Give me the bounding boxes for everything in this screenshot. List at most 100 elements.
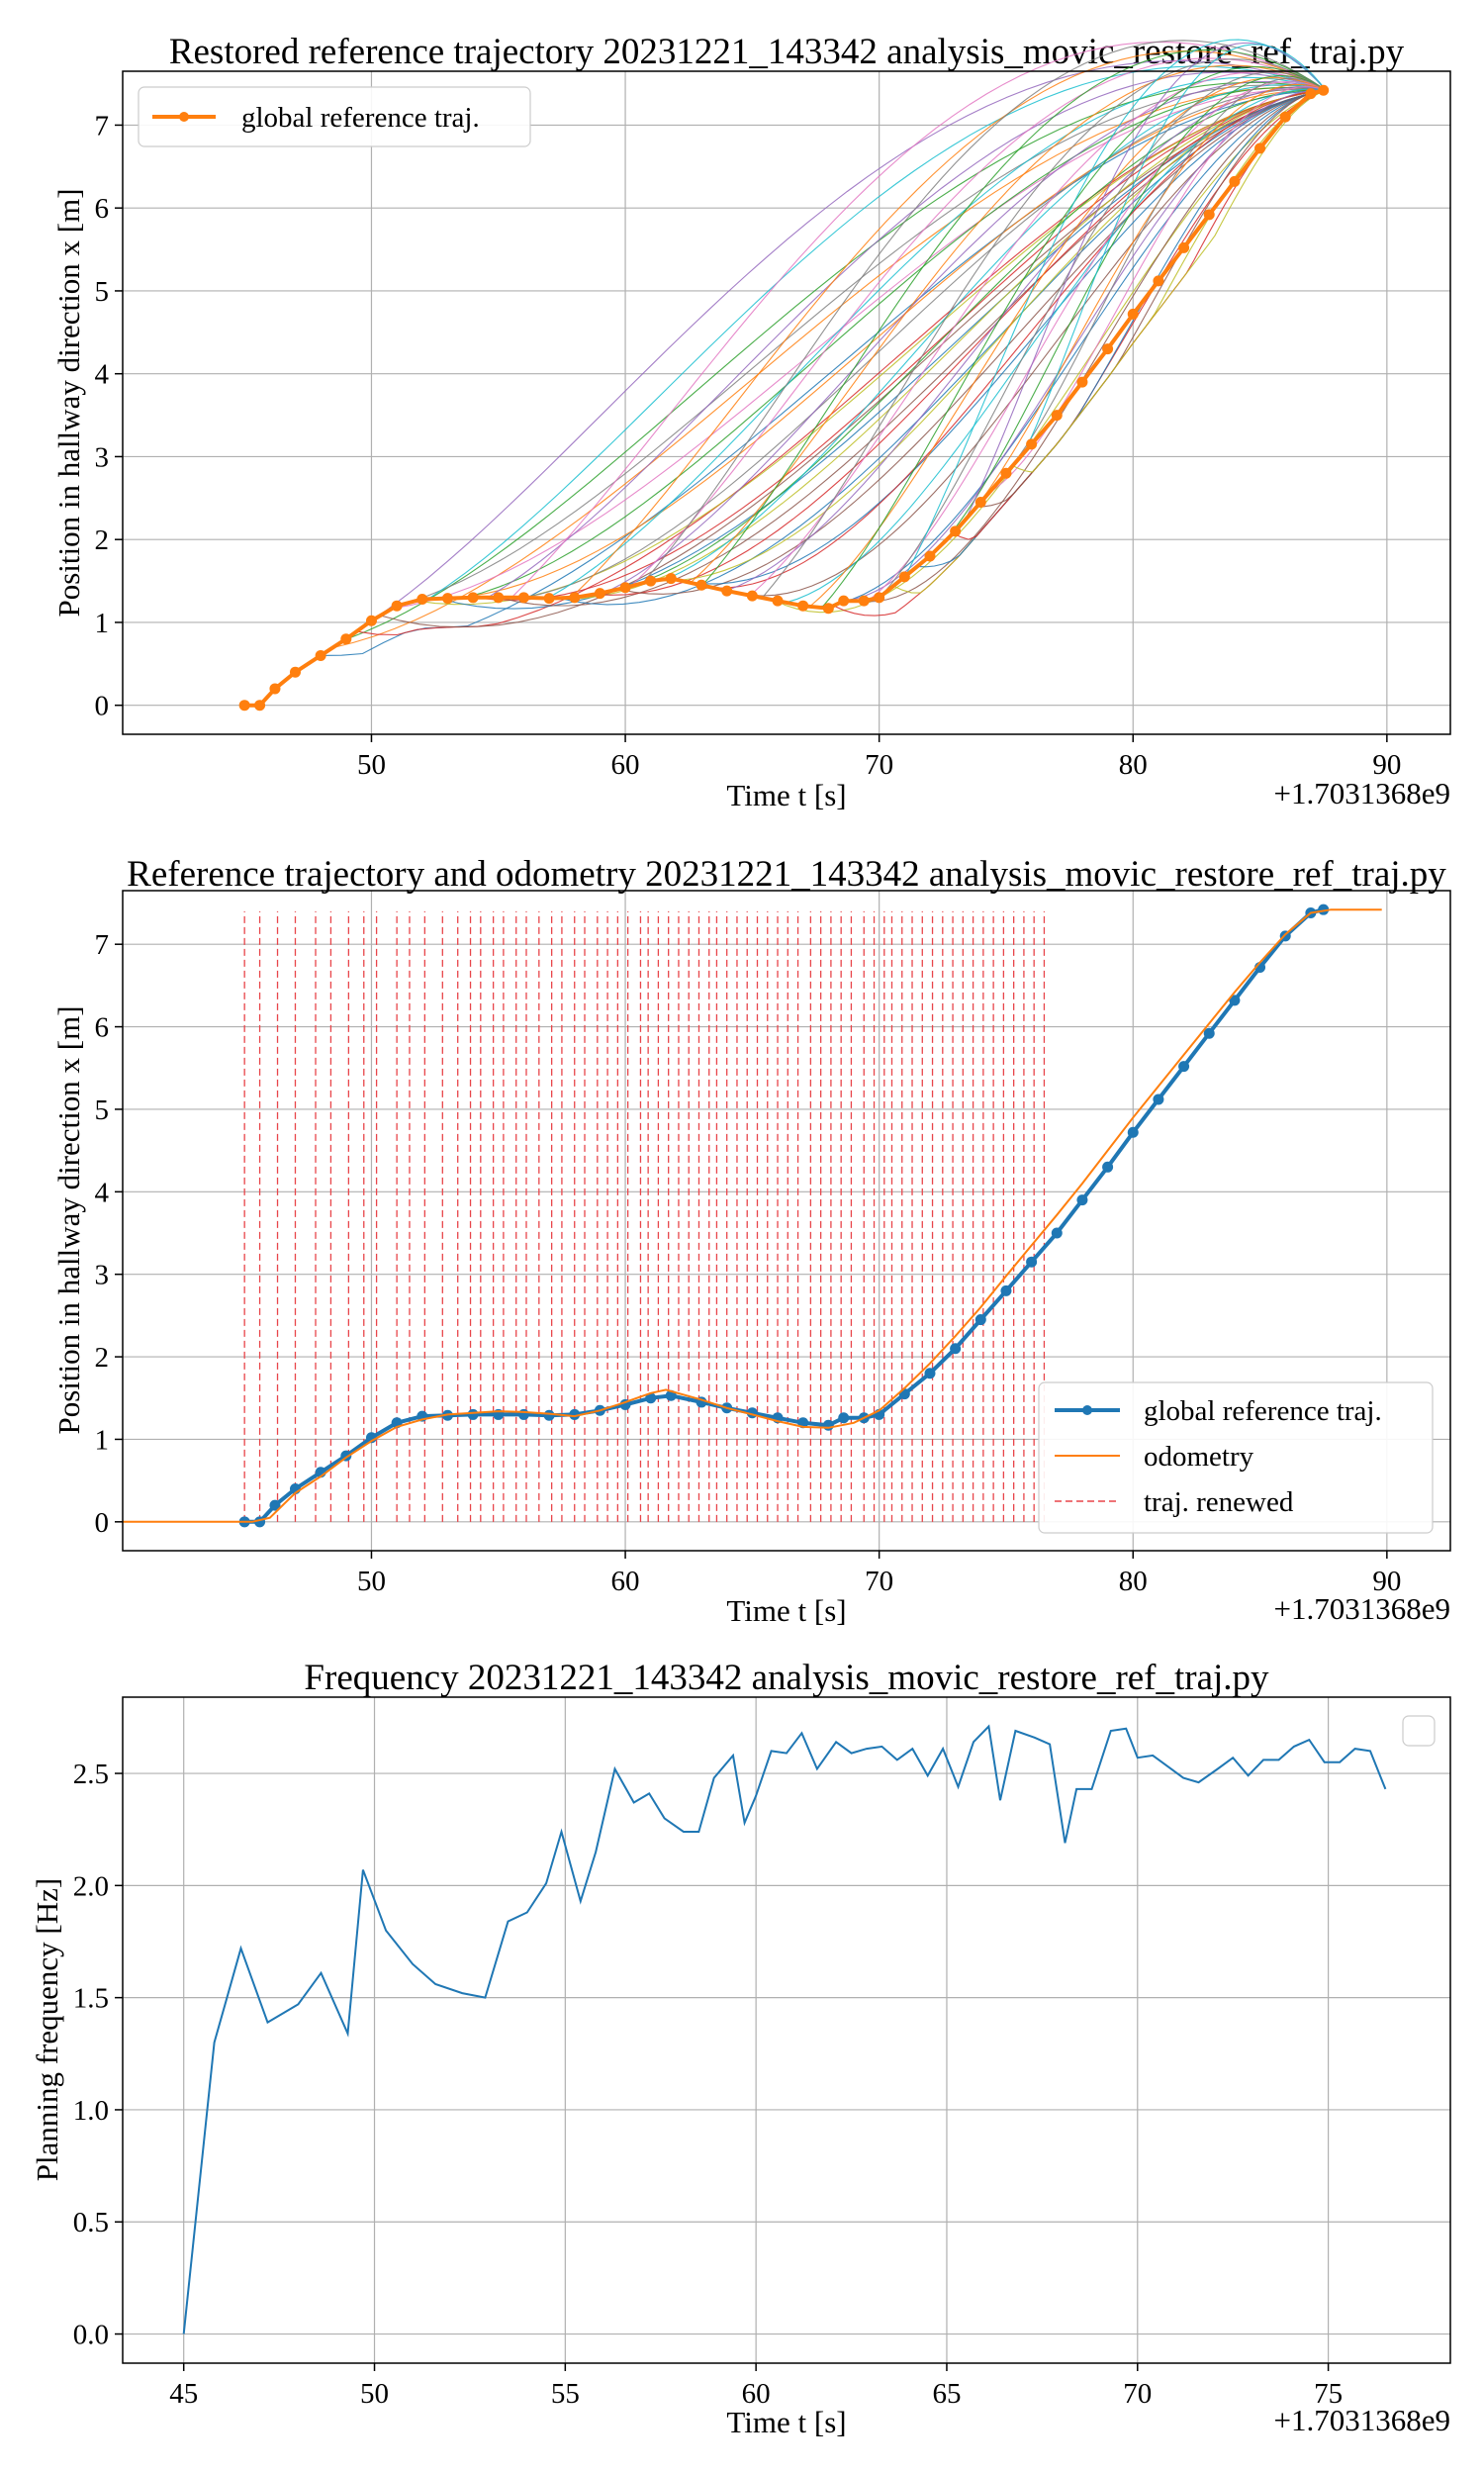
reference-point: [517, 592, 529, 604]
x-tick-label: 50: [357, 749, 386, 781]
candidate-trajectory-line: [725, 86, 1327, 592]
y-tick-label: 0.0: [73, 2320, 109, 2351]
x-axis-label: Time t [s]: [726, 1593, 846, 1628]
reference-point: [898, 571, 910, 583]
candidate-trajectory-line: [463, 86, 1327, 599]
reference-point: [1203, 1027, 1215, 1039]
y-tick-label: 2.0: [73, 1870, 109, 1902]
chart-title: Frequency 20231221_143342 analysis_movic…: [304, 1658, 1269, 1698]
candidate-trajectory-line: [714, 89, 1327, 589]
candidate-trajectory-line: [904, 39, 1327, 577]
candidate-trajectory-line: [678, 89, 1327, 585]
y-axis-label: Planning frequency [Hz]: [30, 1878, 64, 2181]
candidate-trajectory-line: [809, 77, 1327, 608]
grid: [123, 1697, 1450, 2363]
reference-point: [1229, 995, 1241, 1006]
y-tick-label: 3: [95, 1260, 110, 1291]
chart-title: Restored reference trajectory 20231221_1…: [169, 32, 1405, 72]
y-tick-label: 1.0: [73, 2095, 109, 2127]
axis-offset-label: +1.7031368e9: [1274, 2403, 1451, 2437]
reference-point: [822, 1419, 834, 1431]
reference-point: [1305, 88, 1317, 100]
y-tick-label: 1: [95, 608, 110, 639]
reference-point: [1203, 209, 1215, 221]
candidate-trajectory-line: [606, 80, 1327, 593]
x-axis-label: Time t [s]: [726, 778, 846, 812]
candidate-trajectory-line: [666, 84, 1327, 580]
x-tick-label: 80: [1119, 1566, 1148, 1597]
candidate-trajectory-line: [344, 81, 1327, 641]
y-axis-label: Position in hallway direction x [m]: [51, 188, 86, 617]
reference-point: [417, 593, 428, 605]
candidate-trajectory-line: [1024, 44, 1327, 453]
reference-point: [974, 497, 986, 508]
candidate-trajectory-line: [475, 89, 1327, 601]
candidate-trajectory-line: [786, 88, 1327, 604]
reference-point: [645, 1392, 657, 1404]
plot-area-frame: [122, 890, 1451, 1552]
reference-point: [950, 525, 962, 537]
reference-point: [1318, 904, 1330, 915]
candidate-trajectory-line: [738, 89, 1327, 597]
x-tick-label: 90: [1372, 749, 1401, 781]
candidate-trajectory-line: [368, 59, 1327, 623]
y-tick-label: 5: [95, 276, 110, 308]
plot-area-frame: [122, 1696, 1451, 2364]
legend-entry-renewed: traj. renewed: [1144, 1486, 1294, 1518]
x-tick-label: 55: [551, 2378, 580, 2410]
reference-point: [838, 1412, 850, 1424]
candidate-trajectory-line: [857, 89, 1327, 603]
reference-point: [1279, 111, 1291, 123]
x-tick-label: 50: [360, 2378, 389, 2410]
candidate-trajectory-line: [523, 88, 1327, 599]
x-tick-label: 90: [1372, 1566, 1401, 1597]
odometry-line: [123, 908, 1382, 1523]
reference-point: [950, 1343, 962, 1355]
candidate-trajectory-line: [749, 71, 1327, 597]
x-axis-label: Time t [s]: [726, 2405, 846, 2439]
candidate-trajectory-line: [654, 89, 1327, 582]
reference-point: [365, 615, 377, 626]
reference-point: [254, 700, 266, 712]
y-tick-label: 2.5: [73, 1759, 109, 1790]
reference-point: [645, 575, 657, 587]
x-tick-label: 60: [611, 1566, 640, 1597]
chart-title: Reference trajectory and odometry 202312…: [127, 854, 1446, 895]
reference-point: [1076, 1194, 1088, 1206]
reference-point: [391, 600, 403, 612]
candidate-trajectory-line: [1012, 89, 1327, 473]
legend-entry-odometry: odometry: [1144, 1441, 1254, 1473]
reference-point: [543, 593, 555, 605]
reference-point: [1178, 241, 1190, 253]
reference-point: [1026, 438, 1038, 450]
candidate-trajectory-line: [487, 71, 1327, 599]
series: [123, 904, 1382, 1528]
reference-point: [721, 585, 733, 597]
reference-point: [467, 592, 479, 604]
renewal-markers: [243, 910, 1046, 1522]
reference-point: [822, 603, 834, 615]
y-tick-label: 2: [95, 1342, 110, 1374]
x-tick-label: 45: [169, 2378, 198, 2410]
x-tick-label: 80: [1119, 749, 1148, 781]
reference-point: [1076, 376, 1088, 388]
y-tick-label: 5: [95, 1094, 110, 1126]
candidate-trajectory-line: [380, 89, 1327, 628]
x-tick-label: 70: [865, 1566, 893, 1597]
y-tick-label: 1: [95, 1424, 110, 1456]
reference-point: [517, 1408, 529, 1420]
y-tick-label: 2: [95, 524, 110, 556]
y-axis-label: Position in hallway direction x [m]: [51, 1005, 86, 1434]
candidate-trajectory-line: [595, 89, 1327, 596]
candidate-trajectory-line: [439, 89, 1327, 610]
y-tick-label: 4: [95, 359, 110, 391]
candidate-trajectory-line: [881, 71, 1327, 597]
axis-offset-label: +1.7031368e9: [1274, 776, 1451, 810]
legend: [1402, 1715, 1436, 1747]
candidate-trajectory-line: [1000, 77, 1327, 480]
x-tick-label: 70: [1123, 2378, 1152, 2410]
grid: [123, 891, 1450, 1551]
y-tick-label: 3: [95, 441, 110, 473]
candidate-trajectory-line: [940, 75, 1327, 546]
y-tick-label: 7: [95, 110, 110, 142]
